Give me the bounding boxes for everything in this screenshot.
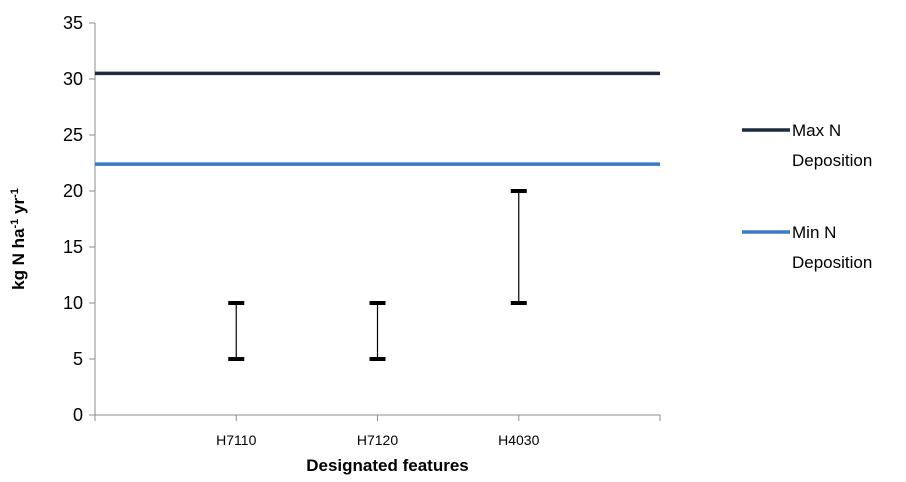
range-bar-h7110	[228, 301, 245, 361]
y-tick-label: 30	[63, 69, 83, 89]
reference-lines	[95, 71, 660, 166]
category-label-h7110: H7110	[216, 432, 256, 448]
y-tick-label: 0	[73, 405, 83, 425]
y-tick-label: 15	[63, 237, 83, 257]
range-bars	[228, 189, 527, 361]
y-axis-ticks: 0 5 10 15 20 25 30 35	[63, 13, 95, 425]
y-axis-title: kg N ha-1 yr-1	[9, 188, 28, 290]
legend-label: Deposition	[792, 151, 872, 170]
legend: Max N Deposition Min N Deposition	[742, 121, 872, 272]
category-label-h4030: H4030	[498, 432, 539, 448]
legend-label: Deposition	[792, 253, 872, 272]
x-axis-ticks	[94, 415, 661, 421]
legend-label: Max N	[792, 121, 841, 140]
y-tick-label: 35	[63, 13, 83, 33]
y-tick-label: 5	[73, 349, 83, 369]
y-axis-title-base: kg N ha	[9, 228, 28, 290]
y-axis-title-mid: yr	[9, 198, 28, 219]
y-tick-label: 10	[63, 293, 83, 313]
y-axis-title-sup2: -1	[9, 188, 21, 198]
y-axis-title-sup1: -1	[9, 219, 21, 229]
category-labels: H7110 H7120 H4030	[216, 432, 539, 448]
range-bar-h7120	[369, 301, 386, 361]
range-bar-h4030	[510, 189, 527, 305]
category-label-h7120: H7120	[357, 432, 398, 448]
y-tick-label: 25	[63, 125, 83, 145]
legend-item: Min N Deposition	[742, 223, 872, 272]
legend-label: Min N	[792, 223, 836, 242]
y-tick-label: 20	[63, 181, 83, 201]
legend-item: Max N Deposition	[742, 121, 872, 170]
x-axis-title: Designated features	[306, 456, 469, 475]
